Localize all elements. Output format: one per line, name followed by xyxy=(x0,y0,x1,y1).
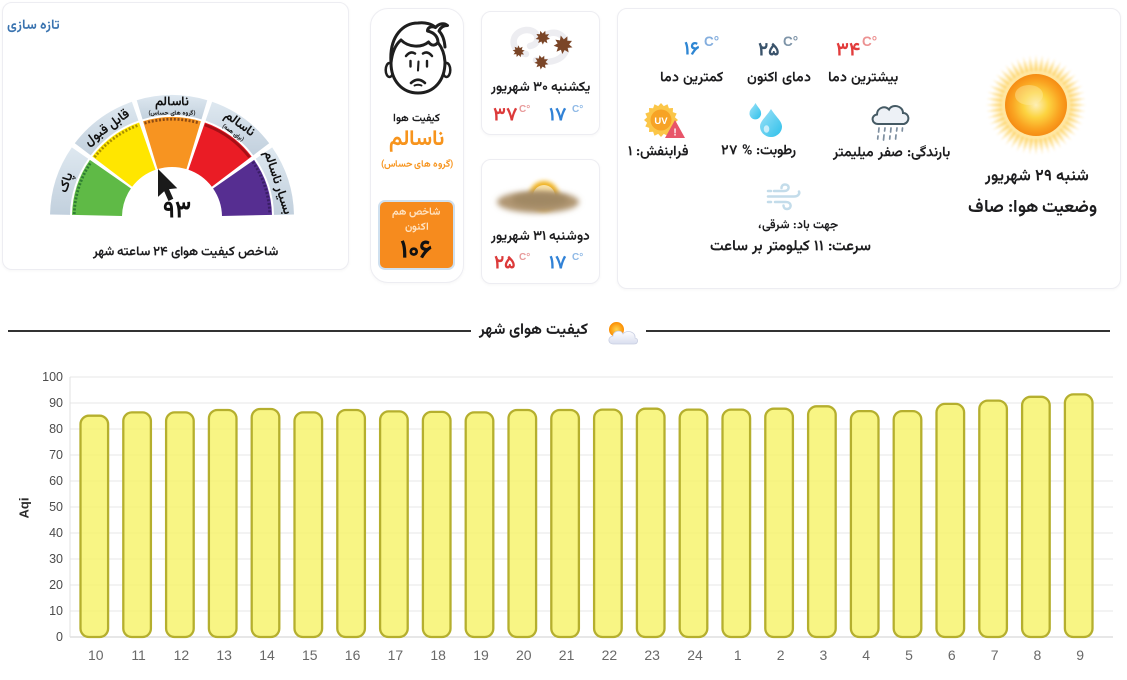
svg-text:UV: UV xyxy=(654,116,668,127)
svg-text:!: ! xyxy=(673,128,676,139)
